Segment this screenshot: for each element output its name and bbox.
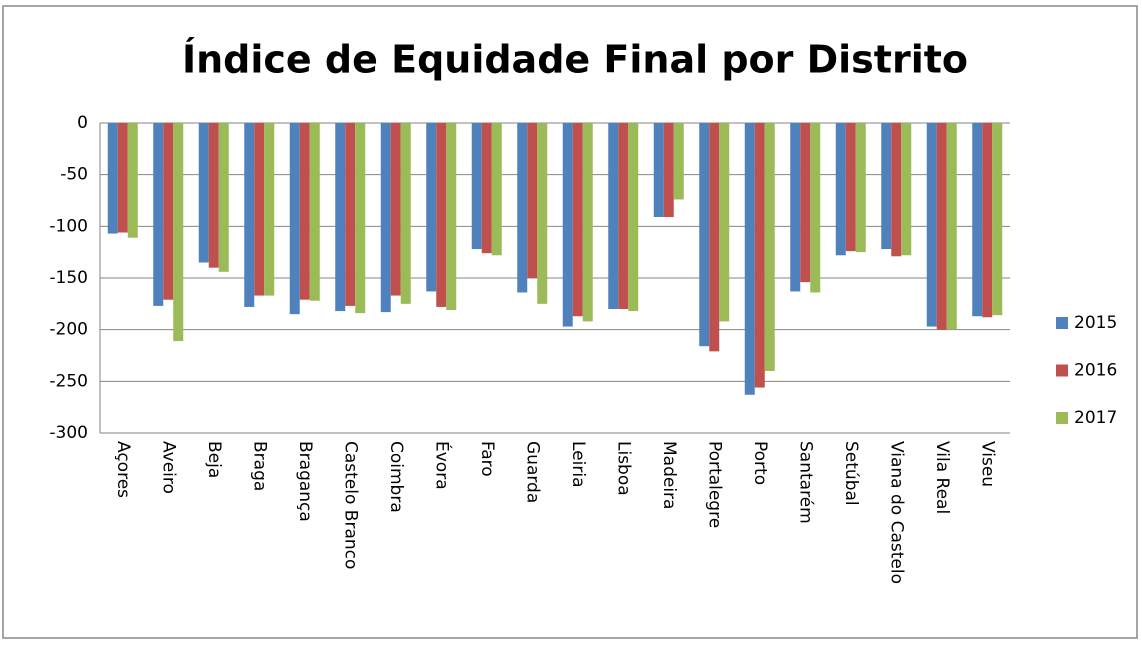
y-tick-label: -100 <box>49 216 88 236</box>
x-tick-label: Castelo Branco <box>340 441 360 569</box>
bar <box>835 123 846 256</box>
bar <box>400 123 411 304</box>
bar <box>173 123 184 342</box>
bar <box>562 123 573 327</box>
bar <box>127 123 138 238</box>
bar <box>446 123 457 311</box>
legend-swatch <box>1056 412 1068 424</box>
bar <box>845 123 856 252</box>
chart-title: Índice de Equidade Final por Distrito <box>182 38 968 82</box>
y-tick-label: -200 <box>49 320 88 340</box>
bar <box>572 123 583 317</box>
x-tick-label: Beja <box>204 441 224 478</box>
legend-swatch <box>1056 317 1068 329</box>
bar <box>754 123 765 388</box>
bar <box>481 123 492 254</box>
bar <box>699 123 710 347</box>
bar <box>663 123 674 218</box>
legend-label: 2017 <box>1074 408 1117 428</box>
bar <box>982 123 993 318</box>
bar <box>345 123 356 306</box>
bar <box>810 123 821 293</box>
x-tick-label: Aveiro <box>158 441 178 494</box>
bar <box>881 123 892 250</box>
x-tick-label: Faro <box>477 441 497 477</box>
x-tick-label: Açores <box>113 441 133 498</box>
bar <box>800 123 811 283</box>
bar <box>790 123 801 292</box>
y-tick-label: 0 <box>77 113 88 133</box>
x-tick-label: Bragança <box>295 441 315 522</box>
legend-swatch <box>1056 364 1068 377</box>
bar <box>744 123 755 395</box>
bar <box>764 123 775 371</box>
bar <box>390 123 401 296</box>
bar <box>264 123 275 296</box>
bar <box>855 123 866 253</box>
bar <box>208 123 219 268</box>
bar <box>719 123 730 322</box>
bar <box>891 123 902 257</box>
bar <box>653 123 664 218</box>
bar <box>537 123 548 304</box>
bar <box>709 123 720 352</box>
bar <box>491 123 502 256</box>
x-tick-label: Braga <box>249 441 269 491</box>
x-tick-label: Viana do Castelo <box>886 441 906 584</box>
x-tick-label: Lisboa <box>613 441 633 496</box>
bar <box>299 123 310 300</box>
legend-label: 2016 <box>1074 361 1117 381</box>
x-tick-label: Porto <box>750 441 770 485</box>
bar <box>218 123 229 272</box>
x-tick-label: Santarém <box>795 441 815 524</box>
bar <box>471 123 482 250</box>
bar <box>436 123 447 307</box>
x-tick-label: Évora <box>431 441 453 490</box>
x-tick-label: Madeira <box>659 441 679 509</box>
x-tick-label: Viseu <box>977 441 997 487</box>
bar <box>244 123 255 307</box>
bar <box>901 123 912 256</box>
bar <box>936 123 947 330</box>
x-tick-label: Coimbra <box>386 441 406 513</box>
bar <box>992 123 1003 316</box>
y-tick-label: -50 <box>60 165 88 185</box>
x-tick-label: Setúbal <box>841 441 861 506</box>
bar <box>972 123 983 317</box>
bar <box>946 123 957 330</box>
bar <box>355 123 366 314</box>
bar <box>673 123 684 200</box>
bar <box>117 123 128 233</box>
bar <box>153 123 164 306</box>
bar <box>254 123 265 296</box>
bar <box>335 123 346 312</box>
bar <box>380 123 391 313</box>
x-tick-label: Leiria <box>568 441 588 487</box>
bar <box>618 123 629 309</box>
x-tick-label: Guarda <box>522 441 542 503</box>
y-tick-label: -250 <box>49 371 88 391</box>
y-tick-label: -150 <box>49 268 88 288</box>
bar <box>517 123 528 293</box>
bar <box>582 123 593 322</box>
bar <box>608 123 619 309</box>
bar <box>527 123 538 278</box>
bar <box>198 123 209 263</box>
legend-label: 2015 <box>1074 313 1117 333</box>
bar <box>926 123 937 327</box>
bar <box>628 123 639 312</box>
bar <box>309 123 320 301</box>
x-tick-label: Portalegre <box>704 441 724 528</box>
y-tick-label: -300 <box>49 423 88 443</box>
bar <box>426 123 437 292</box>
x-tick-label: Vila Real <box>932 441 952 514</box>
bar <box>163 123 174 300</box>
bar <box>107 123 118 234</box>
bar <box>289 123 300 315</box>
